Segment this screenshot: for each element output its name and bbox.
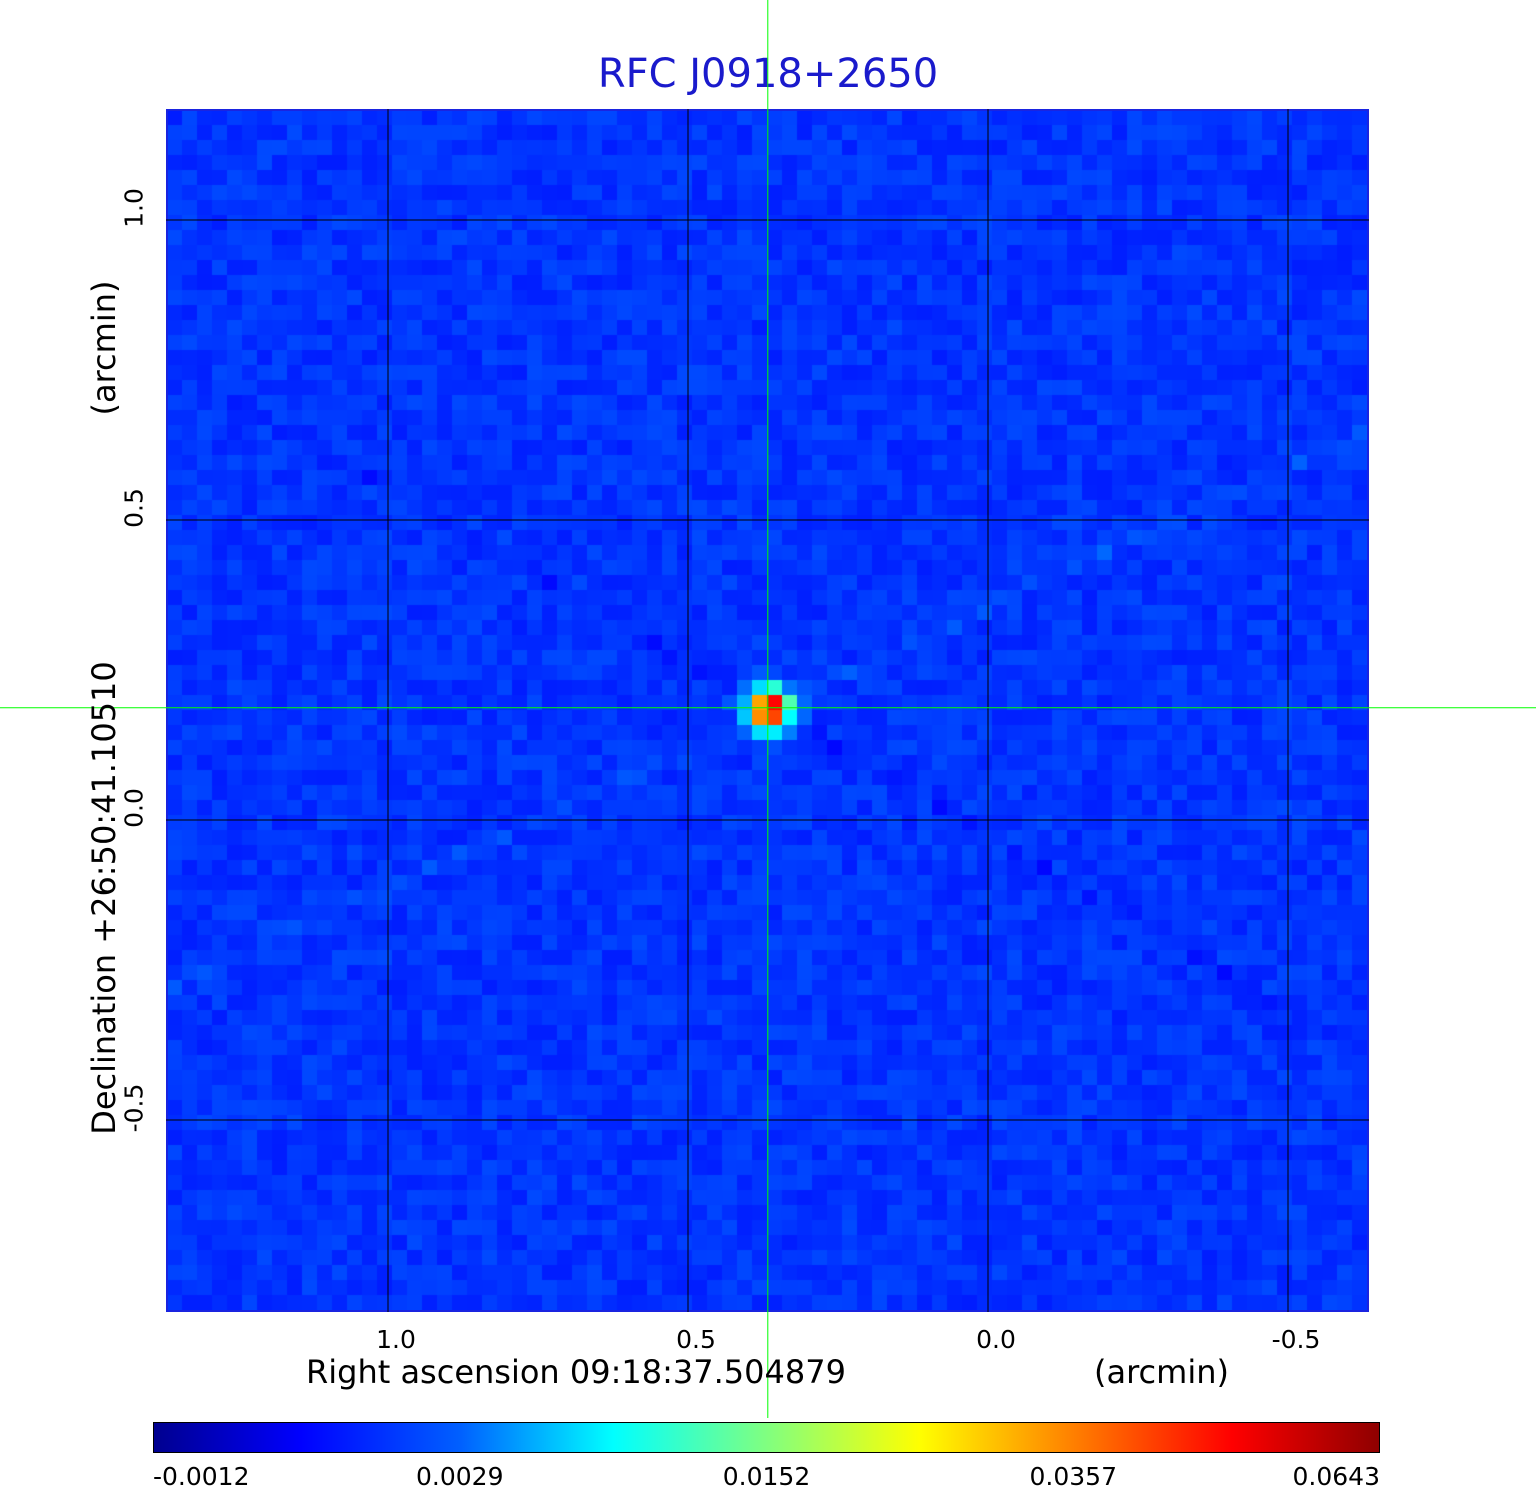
- colorbar-tick-label: 0.0029: [416, 1462, 504, 1491]
- y-tick-label: 1.0: [119, 188, 149, 228]
- colorbar-tick-label: -0.0012: [153, 1462, 250, 1491]
- y-tick-label: -0.5: [119, 1083, 149, 1133]
- y-tick-label: 0.0: [119, 788, 149, 828]
- x-tick-label: -0.5: [1271, 1325, 1321, 1354]
- x-axis-unit: (arcmin): [1094, 1353, 1229, 1391]
- x-tick-label: 0.5: [676, 1325, 716, 1354]
- y-tick-label: 0.5: [119, 488, 149, 528]
- colorbar: [153, 1422, 1380, 1453]
- x-tick-label: 0.0: [976, 1325, 1016, 1354]
- colorbar-tick-label: 0.0152: [722, 1462, 811, 1491]
- image-frame[interactable]: [166, 109, 1369, 1312]
- y-axis-unit: (arcmin): [85, 280, 123, 416]
- y-axis-label: Declination +26:50:41.10510: [85, 661, 123, 1135]
- intensity-map[interactable]: [168, 111, 1367, 1310]
- x-tick-label: 1.0: [376, 1325, 416, 1354]
- plot-title: RFC J0918+2650: [597, 51, 939, 97]
- colorbar-tick-label: 0.0357: [1029, 1462, 1117, 1491]
- colorbar-tick-label: 0.0643: [1292, 1462, 1380, 1491]
- x-axis-label: Right ascension 09:18:37.504879: [306, 1353, 846, 1391]
